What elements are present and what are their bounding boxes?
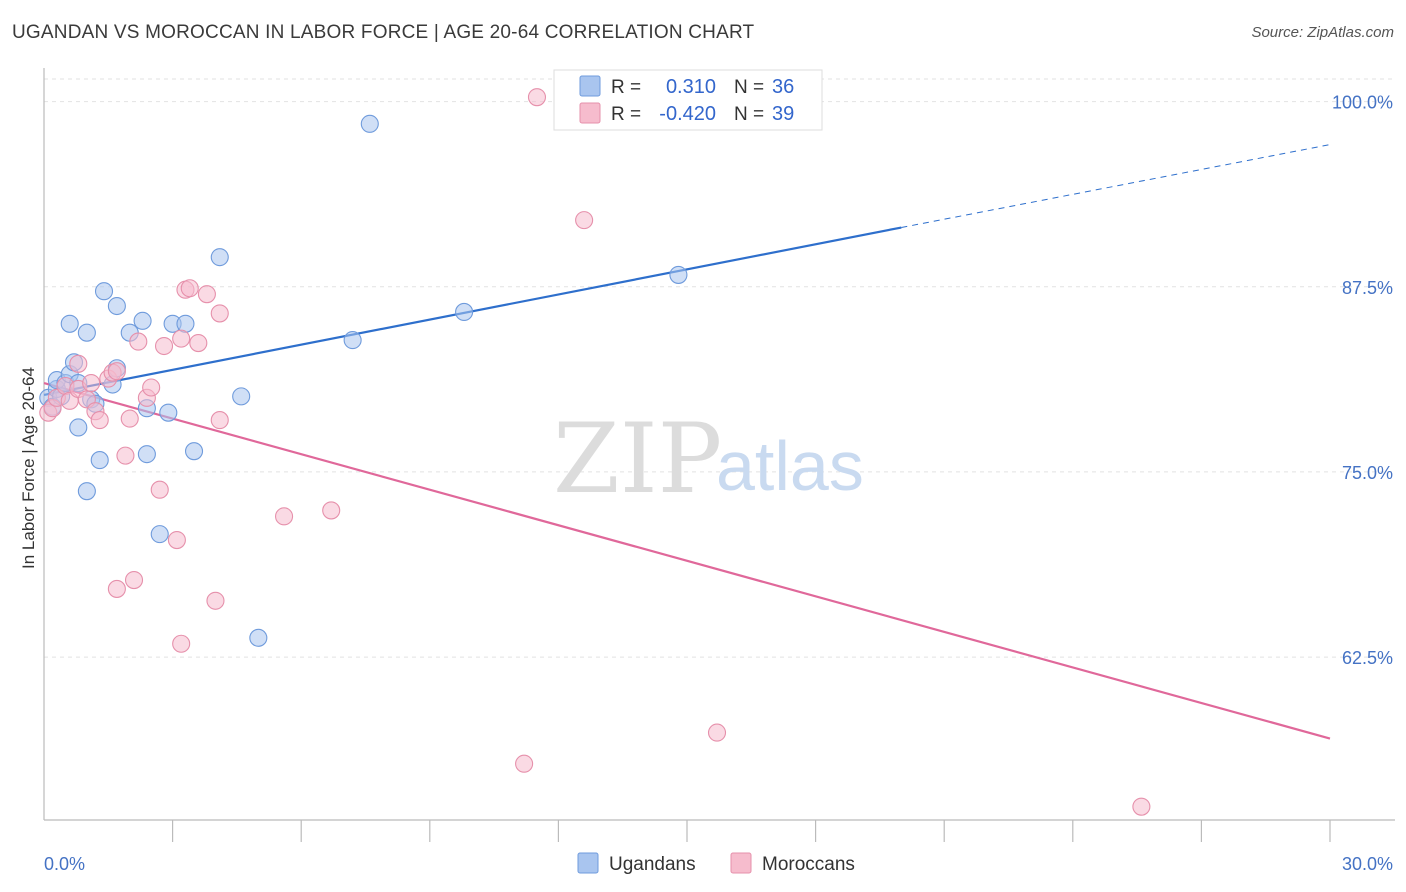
point-ugandans	[94, 282, 114, 301]
point-moroccans	[210, 304, 229, 323]
watermark-atlas: atlas	[716, 427, 864, 505]
point-moroccans	[69, 354, 88, 373]
point-moroccans	[107, 362, 126, 381]
x-tick-labels: 0.0% 30.0%	[44, 854, 1393, 874]
bottom-legend-swatch-moroccans	[730, 852, 752, 874]
point-moroccans	[210, 411, 229, 430]
axes	[43, 68, 1395, 842]
point-moroccans	[142, 378, 161, 397]
y-tick-label: 62.5%	[1342, 648, 1393, 668]
point-moroccans	[129, 332, 148, 351]
point-moroccans	[90, 411, 109, 430]
point-moroccans	[107, 579, 126, 598]
x-tick-label: 0.0%	[44, 854, 85, 874]
y-tick-labels: 62.5% 75.0% 87.5% 100.0%	[1332, 93, 1393, 668]
point-ugandans	[133, 311, 152, 330]
point-ugandans	[77, 323, 96, 342]
bottom-legend-swatch-ugandans	[577, 852, 599, 874]
legend-r-ugandans: 0.310	[666, 76, 716, 98]
point-moroccans	[172, 329, 191, 348]
point-ugandans	[455, 302, 474, 322]
point-ugandans	[77, 482, 96, 501]
chart-title: UGANDAN VS MOROCCAN IN LABOR FORCE | AGE…	[12, 22, 755, 43]
legend-n-label: N =	[734, 77, 764, 98]
legend-r-label: R =	[611, 77, 641, 98]
trend-extension-ugandans	[901, 144, 1331, 229]
data-points	[39, 88, 1151, 816]
y-tick-label: 87.5%	[1342, 278, 1393, 298]
legend-n-ugandans: 36	[772, 76, 794, 98]
point-moroccans	[527, 88, 547, 107]
point-ugandans	[669, 265, 688, 284]
point-ugandans	[69, 418, 88, 437]
point-ugandans	[360, 114, 379, 133]
legend-swatch-ugandans	[579, 75, 601, 97]
point-moroccans	[116, 446, 135, 465]
point-ugandans	[232, 387, 251, 406]
point-moroccans	[322, 501, 341, 520]
point-moroccans	[154, 336, 174, 356]
point-ugandans	[249, 628, 268, 647]
legend-n-label-2: N =	[734, 104, 764, 125]
trend-line-moroccans	[43, 381, 1331, 740]
point-moroccans	[120, 409, 139, 428]
legend-r-label-2: R =	[611, 104, 641, 125]
y-tick-label: 75.0%	[1342, 463, 1393, 483]
bottom-legend-label-ugandans: Ugandans	[609, 854, 696, 875]
point-ugandans	[137, 445, 156, 464]
point-ugandans	[107, 296, 126, 316]
legend-swatch-moroccans	[579, 102, 601, 124]
point-moroccans	[180, 279, 199, 298]
point-moroccans	[575, 211, 594, 230]
point-moroccans	[275, 507, 294, 526]
point-moroccans	[124, 570, 144, 590]
y-axis-title: In Labor Force | Age 20-64	[19, 367, 38, 569]
point-ugandans	[150, 525, 169, 544]
bottom-legend-label-moroccans: Moroccans	[762, 854, 855, 875]
point-ugandans	[343, 331, 362, 350]
point-moroccans	[707, 723, 727, 742]
source-credit: Source: ZipAtlas.com	[1251, 24, 1394, 41]
point-ugandans	[210, 248, 229, 267]
x-tick-label: 30.0%	[1342, 854, 1393, 874]
point-ugandans	[60, 314, 79, 333]
point-moroccans	[150, 480, 169, 499]
point-ugandans	[184, 442, 204, 461]
point-moroccans	[197, 285, 216, 304]
point-moroccans	[172, 634, 191, 653]
point-moroccans	[206, 591, 225, 610]
point-ugandans	[90, 451, 109, 470]
point-moroccans	[189, 334, 208, 353]
watermark-zip: ZIP	[553, 403, 722, 515]
watermark: ZIP atlas	[553, 403, 864, 515]
bottom-legend: Ugandans Moroccans	[577, 852, 855, 875]
point-moroccans	[167, 531, 186, 550]
point-moroccans	[515, 754, 534, 773]
y-tick-label: 100.0%	[1332, 93, 1393, 113]
point-ugandans	[159, 403, 178, 422]
legend-box: R = 0.310 N = 36 R = -0.420 N = 39	[553, 69, 823, 131]
legend-r-moroccans: -0.420	[659, 103, 716, 125]
point-moroccans	[82, 373, 101, 393]
point-moroccans	[1132, 797, 1151, 816]
legend-n-moroccans: 39	[772, 103, 794, 125]
